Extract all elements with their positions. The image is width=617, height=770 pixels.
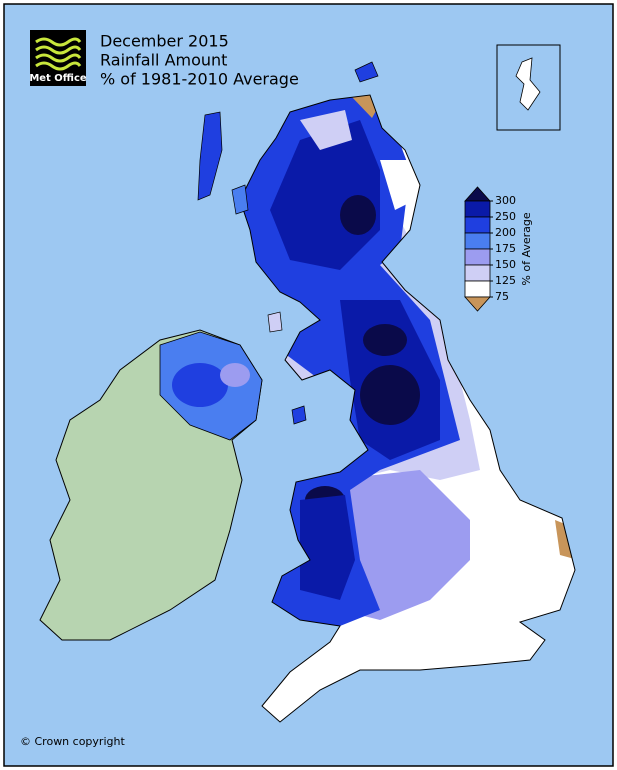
legend-tick-label: 125 — [495, 274, 516, 287]
legend-swatch — [464, 200, 491, 218]
copyright: © Crown copyright — [20, 735, 125, 748]
legend-swatch — [464, 264, 491, 282]
arran — [267, 311, 283, 333]
legend-swatch — [464, 280, 491, 298]
legend-cap — [464, 296, 491, 312]
legend-tick-label: 75 — [495, 290, 509, 303]
title-line: % of 1981-2010 Average — [100, 70, 299, 89]
logo-text: Met Office — [29, 73, 87, 84]
outer-hebrides — [197, 111, 223, 201]
logo: Met Office — [29, 30, 87, 86]
legend-tick-label: 175 — [495, 242, 516, 255]
skye — [231, 184, 249, 215]
legend-label: % of Average — [520, 212, 533, 285]
legend: 300 250 200 175 150 125 75 % of Average — [464, 186, 533, 312]
legend-tick-label: 200 — [495, 226, 516, 239]
title-line: Rainfall Amount — [100, 51, 227, 70]
shetland — [515, 57, 541, 111]
legend-swatch — [464, 232, 491, 250]
isle-of-man — [291, 405, 307, 425]
legend-swatch — [464, 248, 491, 266]
gb-outline — [239, 94, 576, 723]
legend-tick-label: 300 — [495, 194, 516, 207]
legend-swatch — [464, 216, 491, 234]
legend-tick-label: 250 — [495, 210, 516, 223]
title-line: December 2015 — [100, 32, 229, 51]
legend-tick-label: 150 — [495, 258, 516, 271]
orkney — [354, 61, 379, 83]
